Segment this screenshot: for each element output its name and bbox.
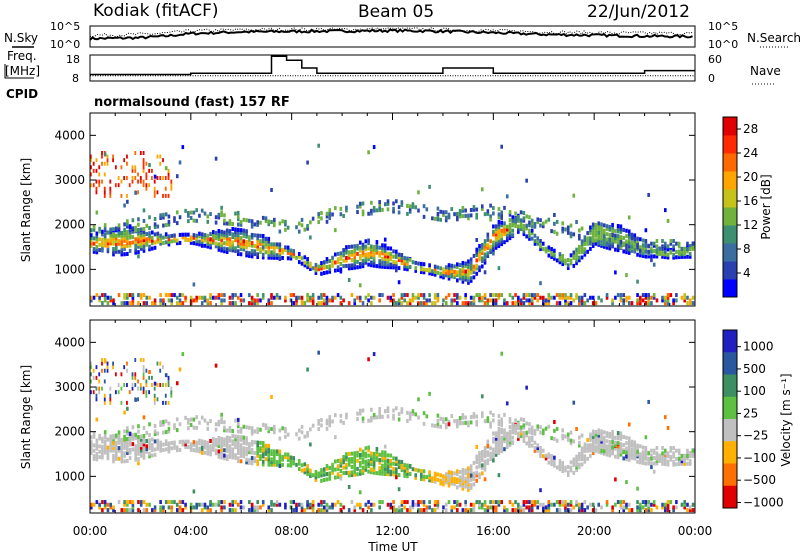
velocity-colorbar-tick: −100 — [743, 451, 776, 465]
power-colorbar-tick: 12 — [743, 218, 758, 232]
xtick-label: 04:00 — [174, 524, 209, 538]
velocity-colorbar-tick: 500 — [743, 362, 766, 376]
ytick-label: 3000 — [54, 380, 85, 394]
velocity-ylabel: Slant Range [km] — [19, 365, 33, 469]
freq-line — [90, 55, 695, 76]
cpid-label: CPID — [6, 87, 38, 101]
power-colorbar-tick: 4 — [743, 266, 751, 280]
noise-panel-frame — [89, 25, 696, 48]
xtick-label: 00:00 — [73, 524, 108, 538]
power-colorbar-tick: 28 — [743, 122, 758, 136]
noise-ytick-right-bottom: 10^0 — [708, 38, 738, 51]
xtick-label: 20:00 — [577, 524, 612, 538]
nave-label: Nave — [750, 64, 781, 78]
freq-ytick-right-top: 60 — [708, 53, 722, 66]
velocity-xticks: 00:00 04:00 08:00 12:00 16:00 20:00 00:00 — [73, 320, 713, 538]
noise-search-line — [89, 26, 693, 38]
velocity-colorbar-frame — [722, 329, 738, 509]
xtick-label: 12:00 — [375, 524, 410, 538]
power-colorbar-label: Power [dB] — [759, 174, 773, 239]
velocity-colorbar-label: Velocity [m s⁻¹] — [779, 373, 793, 466]
ytick-label: 2000 — [54, 218, 85, 232]
freq-unit-label: [MHz] — [5, 64, 40, 78]
velocity-colorbar-tick: −25 — [743, 429, 768, 443]
power-colorbar-tick: 8 — [743, 242, 751, 256]
velocity-colorbar-tick: −1000 — [743, 495, 784, 509]
date-title: 22/Jun/2012 — [587, 2, 690, 22]
ytick-label: 2000 — [54, 425, 85, 439]
freq-legend-line — [4, 64, 34, 79]
noise-ytick-left-top: 10^5 — [50, 20, 80, 33]
ytick-label: 3000 — [54, 173, 85, 187]
power-colorbar-frame — [722, 116, 738, 298]
freq-ytick-left-bottom: 8 — [72, 72, 79, 85]
freq-label: Freq. — [7, 49, 37, 63]
velocity-heatmap — [90, 350, 695, 513]
freq-panel: 18 8 60 0 — [66, 53, 722, 85]
power-yticks: 1000 2000 3000 4000 — [54, 128, 695, 276]
xtick-label: 08:00 — [274, 524, 309, 538]
beam-title: Beam 05 — [358, 2, 434, 22]
ytick-label: 4000 — [54, 335, 85, 349]
power-xticks — [89, 113, 696, 306]
noise-sky-line — [89, 28, 693, 41]
velocity-colorbar-tick: 100 — [743, 384, 766, 398]
velocity-colorbar: 1000 500 100 25 −25 −100 −500 −1000 Velocity [m… — [722, 329, 793, 509]
power-colorbar-tick: 24 — [743, 146, 758, 160]
ytick-label: 4000 — [54, 128, 85, 142]
ytick-label: 1000 — [54, 262, 85, 276]
power-ylabel: Slant Range [km] — [19, 158, 33, 262]
noise-ytick-left-bottom: 10^0 — [50, 38, 80, 51]
velocity-yticks: 1000 2000 3000 4000 — [54, 335, 695, 483]
power-colorbar: 28 24 20 16 12 8 4 Power [dB] — [722, 116, 773, 298]
velocity-colorbar-tick: −500 — [743, 473, 776, 487]
noise-ytick-right-top: 10^5 — [708, 20, 738, 33]
station-title: Kodiak (fitACF) — [93, 1, 219, 21]
xtick-label: 16:00 — [476, 524, 511, 538]
ytick-label: 1000 — [54, 469, 85, 483]
nsky-label: N.Sky — [4, 31, 38, 45]
xtick-label: 00:00 — [678, 524, 713, 538]
cpid-text: normalsound (fast) 157 RF — [94, 95, 290, 110]
power-panel: 1000 2000 3000 4000 Slant Range [km] — [19, 112, 696, 307]
power-colorbar-tick: 16 — [743, 194, 758, 208]
velocity-colorbar-tick: 1000 — [743, 340, 774, 354]
freq-panel-frame — [89, 54, 696, 82]
time-axis-label: Time UT — [367, 540, 418, 554]
noise-panel: 10^5 10^0 10^5 10^0 — [50, 20, 738, 51]
power-heatmap — [90, 143, 695, 306]
power-colorbar-tick: 20 — [743, 170, 758, 184]
nsearch-label: N.Search — [747, 31, 800, 45]
freq-ytick-right-bottom: 0 — [708, 72, 715, 85]
velocity-colorbar-tick: 25 — [743, 406, 758, 420]
freq-ytick-left-top: 18 — [66, 53, 80, 66]
